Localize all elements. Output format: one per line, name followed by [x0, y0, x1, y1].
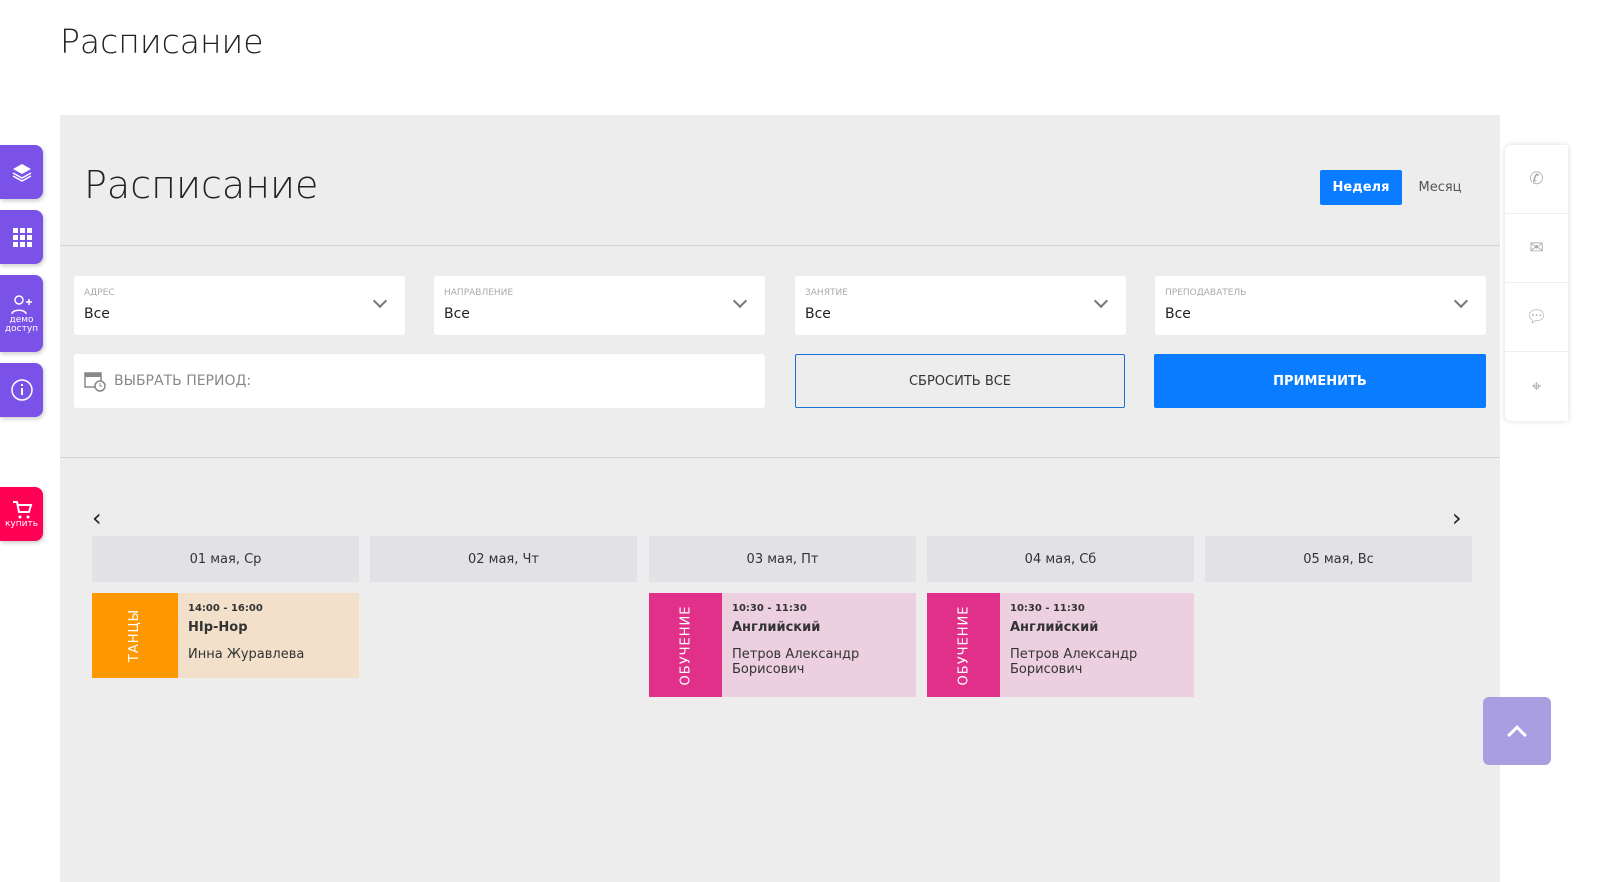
- reset-button[interactable]: СБРОСИТЬ ВСЕ: [795, 354, 1125, 408]
- chevron-down-icon: [1453, 293, 1469, 309]
- day-header: 03 мая, Пт: [649, 536, 916, 582]
- next-week-icon[interactable]: ›: [1452, 504, 1462, 532]
- layers-icon: [12, 164, 31, 182]
- chevron-down-icon: [372, 293, 388, 309]
- direction-select[interactable]: НАПРАВЛЕНИЕ Все: [434, 276, 765, 335]
- scroll-to-top-button[interactable]: [1483, 697, 1551, 765]
- select-value: Все: [805, 306, 831, 322]
- panel-title: Расписание: [84, 163, 319, 207]
- chevron-up-icon: [1507, 725, 1527, 745]
- calendar-icon: [84, 372, 106, 392]
- month-view-button[interactable]: Месяц: [1418, 180, 1462, 195]
- schedule-panel: Расписание Неделя Месяц АДРЕС Все НАПРАВЛ…: [60, 115, 1500, 882]
- event-category: ОБУЧЕНИЕ: [927, 593, 1000, 697]
- contact-panel: ✆ ✉ 💬︎ ⌖: [1505, 145, 1568, 421]
- address-select[interactable]: АДРЕС Все: [74, 276, 405, 335]
- event-card[interactable]: ТАНЦЫ 14:00 - 16:00 HIp-Hop Инна Журавлева: [92, 593, 359, 678]
- period-picker[interactable]: ВЫБРАТЬ ПЕРИОД:: [74, 354, 765, 408]
- grid-icon: [12, 228, 32, 247]
- info-icon: [10, 379, 33, 401]
- lesson-select[interactable]: ЗАНЯТИЕ Все: [795, 276, 1126, 335]
- mail-icon[interactable]: ✉: [1505, 214, 1568, 283]
- event-teacher: Петров Александр Борисович: [732, 647, 860, 677]
- day-header: 02 мая, Чт: [370, 536, 637, 582]
- buy-label: купить: [4, 518, 39, 529]
- chevron-down-icon: [1093, 293, 1109, 309]
- select-value: Все: [444, 306, 470, 322]
- event-time: 14:00 - 16:00: [188, 603, 263, 614]
- select-label: АДРЕС: [84, 288, 115, 298]
- event-card[interactable]: ОБУЧЕНИЕ 10:30 - 11:30 Английский Петров А…: [649, 593, 916, 697]
- chevron-down-icon: [732, 293, 748, 309]
- divider: [60, 245, 1500, 246]
- event-time: 10:30 - 11:30: [732, 603, 807, 614]
- page-title: Расписание: [60, 22, 264, 61]
- add-user-icon: [10, 294, 32, 314]
- day-header: 04 мая, Сб: [927, 536, 1194, 582]
- event-name: Английский: [732, 620, 821, 635]
- layers-button[interactable]: [0, 145, 43, 199]
- select-label: ЗАНЯТИЕ: [805, 288, 848, 298]
- event-card[interactable]: ОБУЧЕНИЕ 10:30 - 11:30 Английский Петров А…: [927, 593, 1194, 697]
- apply-button[interactable]: ПРИМЕНИТЬ: [1154, 354, 1486, 408]
- event-name: Английский: [1010, 620, 1099, 635]
- event-category: ОБУЧЕНИЕ: [649, 593, 722, 697]
- apps-button[interactable]: [0, 210, 43, 264]
- select-label: НАПРАВЛЕНИЕ: [444, 288, 514, 298]
- event-name: HIp-Hop: [188, 620, 248, 635]
- week-view-button[interactable]: Неделя: [1320, 170, 1402, 205]
- select-label: ПРЕПОДАВАТЕЛЬ: [1165, 288, 1247, 298]
- phone-icon[interactable]: ✆: [1505, 145, 1568, 214]
- period-placeholder: ВЫБРАТЬ ПЕРИОД:: [114, 373, 252, 389]
- location-icon[interactable]: ⌖: [1531, 376, 1542, 397]
- teacher-select[interactable]: ПРЕПОДАВАТЕЛЬ Все: [1155, 276, 1486, 335]
- event-time: 10:30 - 11:30: [1010, 603, 1085, 614]
- day-header: 01 мая, Ср: [92, 536, 359, 582]
- select-value: Все: [84, 306, 110, 322]
- demo-label: демо доступ: [4, 314, 39, 334]
- demo-access-button[interactable]: демо доступ: [0, 275, 43, 352]
- chat-icon[interactable]: 💬︎: [1505, 283, 1568, 352]
- event-teacher: Петров Александр Борисович: [1010, 647, 1138, 677]
- divider: [60, 457, 1500, 458]
- event-category: ТАНЦЫ: [92, 593, 178, 678]
- buy-button[interactable]: купить: [0, 487, 43, 541]
- prev-week-icon[interactable]: ‹: [92, 504, 102, 532]
- select-value: Все: [1165, 306, 1191, 322]
- day-header: 05 мая, Вс: [1205, 536, 1472, 582]
- info-button[interactable]: [0, 363, 43, 417]
- event-teacher: Инна Журавлева: [188, 647, 305, 662]
- cart-icon: [12, 500, 32, 518]
